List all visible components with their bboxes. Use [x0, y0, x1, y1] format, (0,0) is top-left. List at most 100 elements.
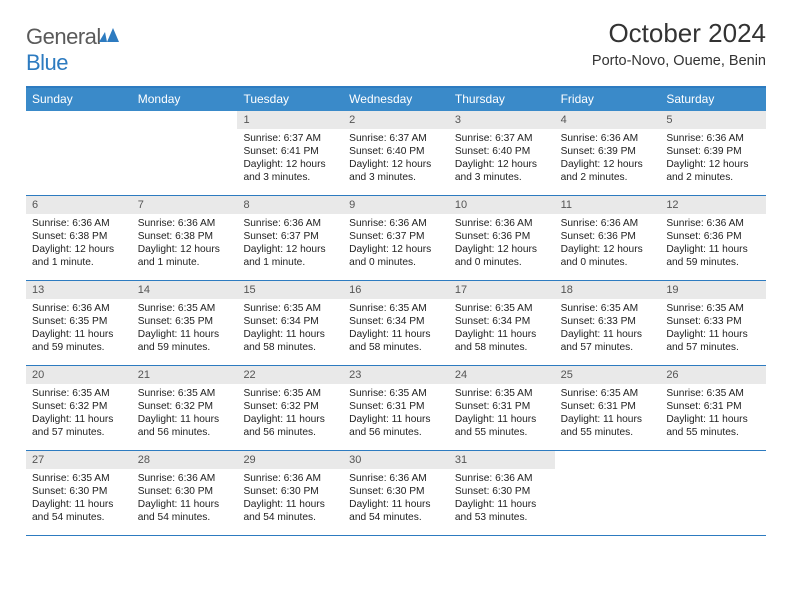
daylight-line: Daylight: 12 hours and 3 minutes.: [349, 158, 443, 184]
daylight-line: Daylight: 12 hours and 2 minutes.: [666, 158, 760, 184]
day-details: Sunrise: 6:35 AMSunset: 6:34 PMDaylight:…: [343, 299, 449, 358]
day-details: Sunrise: 6:36 AMSunset: 6:39 PMDaylight:…: [555, 129, 661, 188]
day-details: Sunrise: 6:36 AMSunset: 6:30 PMDaylight:…: [449, 469, 555, 528]
sunrise-line: Sunrise: 6:35 AM: [243, 387, 337, 400]
daylight-line: Daylight: 12 hours and 1 minute.: [243, 243, 337, 269]
weekday-header: Wednesday: [343, 88, 449, 111]
day-details: Sunrise: 6:36 AMSunset: 6:38 PMDaylight:…: [26, 214, 132, 273]
daylight-line: Daylight: 11 hours and 59 minutes.: [32, 328, 126, 354]
sunset-line: Sunset: 6:33 PM: [561, 315, 655, 328]
brand-text: General Blue: [26, 24, 119, 76]
day-cell: 15Sunrise: 6:35 AMSunset: 6:34 PMDayligh…: [237, 281, 343, 365]
daylight-line: Daylight: 11 hours and 58 minutes.: [243, 328, 337, 354]
sunrise-line: Sunrise: 6:35 AM: [32, 472, 126, 485]
day-number: 20: [26, 366, 132, 384]
day-details: Sunrise: 6:36 AMSunset: 6:35 PMDaylight:…: [26, 299, 132, 358]
sunrise-line: Sunrise: 6:35 AM: [455, 387, 549, 400]
day-cell: 1Sunrise: 6:37 AMSunset: 6:41 PMDaylight…: [237, 111, 343, 195]
day-number: 27: [26, 451, 132, 469]
flag-icon: [99, 28, 119, 44]
day-details: Sunrise: 6:35 AMSunset: 6:31 PMDaylight:…: [449, 384, 555, 443]
sunset-line: Sunset: 6:39 PM: [666, 145, 760, 158]
day-cell: 24Sunrise: 6:35 AMSunset: 6:31 PMDayligh…: [449, 366, 555, 450]
sunset-line: Sunset: 6:34 PM: [455, 315, 549, 328]
sunrise-line: Sunrise: 6:36 AM: [666, 132, 760, 145]
day-details: Sunrise: 6:36 AMSunset: 6:37 PMDaylight:…: [343, 214, 449, 273]
day-cell: 16Sunrise: 6:35 AMSunset: 6:34 PMDayligh…: [343, 281, 449, 365]
sunrise-line: Sunrise: 6:36 AM: [455, 217, 549, 230]
day-details: Sunrise: 6:36 AMSunset: 6:39 PMDaylight:…: [660, 129, 766, 188]
daylight-line: Daylight: 11 hours and 54 minutes.: [243, 498, 337, 524]
day-cell: 11Sunrise: 6:36 AMSunset: 6:36 PMDayligh…: [555, 196, 661, 280]
sunset-line: Sunset: 6:32 PM: [32, 400, 126, 413]
day-cell: 19Sunrise: 6:35 AMSunset: 6:33 PMDayligh…: [660, 281, 766, 365]
sunrise-line: Sunrise: 6:37 AM: [349, 132, 443, 145]
day-cell: 20Sunrise: 6:35 AMSunset: 6:32 PMDayligh…: [26, 366, 132, 450]
sunset-line: Sunset: 6:41 PM: [243, 145, 337, 158]
day-details: Sunrise: 6:35 AMSunset: 6:31 PMDaylight:…: [343, 384, 449, 443]
day-number: 31: [449, 451, 555, 469]
day-number: 3: [449, 111, 555, 129]
weekday-header: Saturday: [660, 88, 766, 111]
sunrise-line: Sunrise: 6:35 AM: [349, 302, 443, 315]
weekday-header-row: SundayMondayTuesdayWednesdayThursdayFrid…: [26, 88, 766, 111]
weekday-header: Tuesday: [237, 88, 343, 111]
daylight-line: Daylight: 11 hours and 59 minutes.: [138, 328, 232, 354]
day-number: 16: [343, 281, 449, 299]
day-cell: 27Sunrise: 6:35 AMSunset: 6:30 PMDayligh…: [26, 451, 132, 535]
day-details: Sunrise: 6:35 AMSunset: 6:33 PMDaylight:…: [660, 299, 766, 358]
sunset-line: Sunset: 6:39 PM: [561, 145, 655, 158]
sunrise-line: Sunrise: 6:36 AM: [666, 217, 760, 230]
day-cell: 5Sunrise: 6:36 AMSunset: 6:39 PMDaylight…: [660, 111, 766, 195]
daylight-line: Daylight: 11 hours and 55 minutes.: [666, 413, 760, 439]
day-number: 10: [449, 196, 555, 214]
day-details: Sunrise: 6:35 AMSunset: 6:30 PMDaylight:…: [26, 469, 132, 528]
day-details: Sunrise: 6:36 AMSunset: 6:37 PMDaylight:…: [237, 214, 343, 273]
day-cell: 17Sunrise: 6:35 AMSunset: 6:34 PMDayligh…: [449, 281, 555, 365]
brand-logo: General Blue: [26, 24, 119, 76]
weeks-container: ..1Sunrise: 6:37 AMSunset: 6:41 PMDaylig…: [26, 111, 766, 536]
daylight-line: Daylight: 12 hours and 3 minutes.: [455, 158, 549, 184]
sunrise-line: Sunrise: 6:36 AM: [349, 217, 443, 230]
sunset-line: Sunset: 6:40 PM: [455, 145, 549, 158]
day-number: 4: [555, 111, 661, 129]
day-cell: 14Sunrise: 6:35 AMSunset: 6:35 PMDayligh…: [132, 281, 238, 365]
sunset-line: Sunset: 6:31 PM: [455, 400, 549, 413]
day-number: 5: [660, 111, 766, 129]
sunset-line: Sunset: 6:33 PM: [666, 315, 760, 328]
day-cell: 30Sunrise: 6:36 AMSunset: 6:30 PMDayligh…: [343, 451, 449, 535]
sunrise-line: Sunrise: 6:37 AM: [455, 132, 549, 145]
sunrise-line: Sunrise: 6:35 AM: [455, 302, 549, 315]
week-row: 13Sunrise: 6:36 AMSunset: 6:35 PMDayligh…: [26, 281, 766, 366]
day-details: Sunrise: 6:35 AMSunset: 6:32 PMDaylight:…: [26, 384, 132, 443]
sunset-line: Sunset: 6:36 PM: [455, 230, 549, 243]
sunset-line: Sunset: 6:32 PM: [138, 400, 232, 413]
sunrise-line: Sunrise: 6:36 AM: [561, 132, 655, 145]
empty-cell: .: [660, 451, 766, 535]
day-cell: 28Sunrise: 6:36 AMSunset: 6:30 PMDayligh…: [132, 451, 238, 535]
sunrise-line: Sunrise: 6:36 AM: [349, 472, 443, 485]
sunset-line: Sunset: 6:35 PM: [32, 315, 126, 328]
daylight-line: Daylight: 11 hours and 57 minutes.: [561, 328, 655, 354]
day-cell: 13Sunrise: 6:36 AMSunset: 6:35 PMDayligh…: [26, 281, 132, 365]
brand-part2: Blue: [26, 50, 68, 75]
sunset-line: Sunset: 6:31 PM: [666, 400, 760, 413]
daylight-line: Daylight: 12 hours and 0 minutes.: [455, 243, 549, 269]
daylight-line: Daylight: 12 hours and 3 minutes.: [243, 158, 337, 184]
day-cell: 25Sunrise: 6:35 AMSunset: 6:31 PMDayligh…: [555, 366, 661, 450]
day-number: 30: [343, 451, 449, 469]
day-details: Sunrise: 6:35 AMSunset: 6:34 PMDaylight:…: [449, 299, 555, 358]
sunset-line: Sunset: 6:31 PM: [349, 400, 443, 413]
week-row: 6Sunrise: 6:36 AMSunset: 6:38 PMDaylight…: [26, 196, 766, 281]
day-number: 6: [26, 196, 132, 214]
sunset-line: Sunset: 6:30 PM: [243, 485, 337, 498]
day-details: Sunrise: 6:36 AMSunset: 6:36 PMDaylight:…: [660, 214, 766, 273]
week-row: ..1Sunrise: 6:37 AMSunset: 6:41 PMDaylig…: [26, 111, 766, 196]
day-number: 22: [237, 366, 343, 384]
day-number: 12: [660, 196, 766, 214]
day-details: Sunrise: 6:36 AMSunset: 6:36 PMDaylight:…: [449, 214, 555, 273]
sunset-line: Sunset: 6:36 PM: [561, 230, 655, 243]
sunset-line: Sunset: 6:38 PM: [138, 230, 232, 243]
sunrise-line: Sunrise: 6:35 AM: [666, 387, 760, 400]
empty-cell: .: [132, 111, 238, 195]
